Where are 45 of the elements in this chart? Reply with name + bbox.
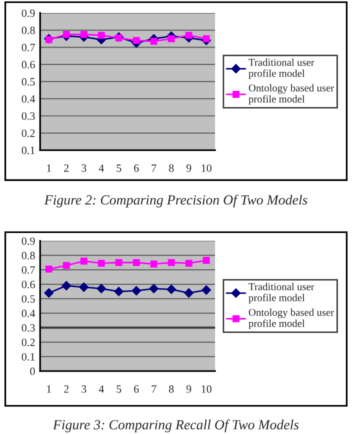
x-tick-label: 7	[152, 385, 156, 393]
y-tick-label: 0.2	[22, 338, 35, 346]
x-tick-label: 8	[168, 164, 174, 172]
y-tick-label: 0.2	[22, 129, 35, 138]
legend-label: Ontology based user profile model	[248, 84, 334, 105]
x-tick-label: 6	[134, 164, 139, 172]
x-tick-label: 10	[202, 385, 212, 393]
y-tick-label: 0	[30, 368, 35, 376]
y-tick-label: 0.7	[22, 266, 35, 274]
x-tick-label: 5	[116, 385, 122, 393]
y-tick-label: 0.4	[22, 310, 36, 318]
x-tick-label: 2	[64, 164, 69, 172]
x-tick-label: 3	[82, 164, 86, 172]
y-tick-label: 0.3	[22, 324, 35, 332]
x-tick-label: 1	[47, 385, 51, 393]
y-tick-label: 0.6	[22, 60, 35, 68]
x-tick-label: 8	[168, 385, 174, 393]
legend-label: Traditional user profile model	[248, 282, 314, 304]
x-tick-label: 9	[186, 164, 192, 172]
x-tick-label: 7	[152, 164, 156, 172]
y-tick-label: 0.1	[22, 146, 35, 154]
y-tick-label: 0.3	[22, 112, 35, 120]
y-tick-label: 0.7	[22, 44, 35, 52]
legend-label: Ontology based user profile model	[248, 308, 334, 330]
y-tick-label: 0.5	[22, 78, 35, 86]
y-tick-label: 0.6	[22, 280, 35, 288]
text: Figure 2: Comparing Precision Of Two Models	[44, 194, 308, 208]
y-tick-label: 0.8	[22, 252, 35, 260]
y-tick-label: 0.8	[22, 26, 35, 34]
x-tick-label: 10	[202, 164, 212, 172]
y-tick-label: 0.1	[22, 353, 35, 361]
x-tick-label: 2	[64, 385, 69, 393]
x-tick-label: 3	[82, 385, 86, 393]
x-tick-label: 4	[98, 164, 104, 172]
x-tick-label: 4	[98, 385, 104, 393]
x-tick-label: 9	[186, 385, 192, 393]
y-tick-label: 0.4	[22, 95, 36, 103]
y-tick-label: 0.9	[22, 237, 35, 245]
x-tick-label: 5	[116, 164, 122, 172]
x-tick-label: 1	[47, 164, 51, 172]
text: Figure 3: Comparing Recall Of Two Models	[52, 420, 299, 432]
x-tick-label: 6	[134, 385, 139, 393]
y-tick-label: 0.5	[22, 295, 35, 303]
legend-label: Traditional user profile model	[248, 58, 314, 79]
y-tick-label: 0.9	[22, 9, 35, 18]
